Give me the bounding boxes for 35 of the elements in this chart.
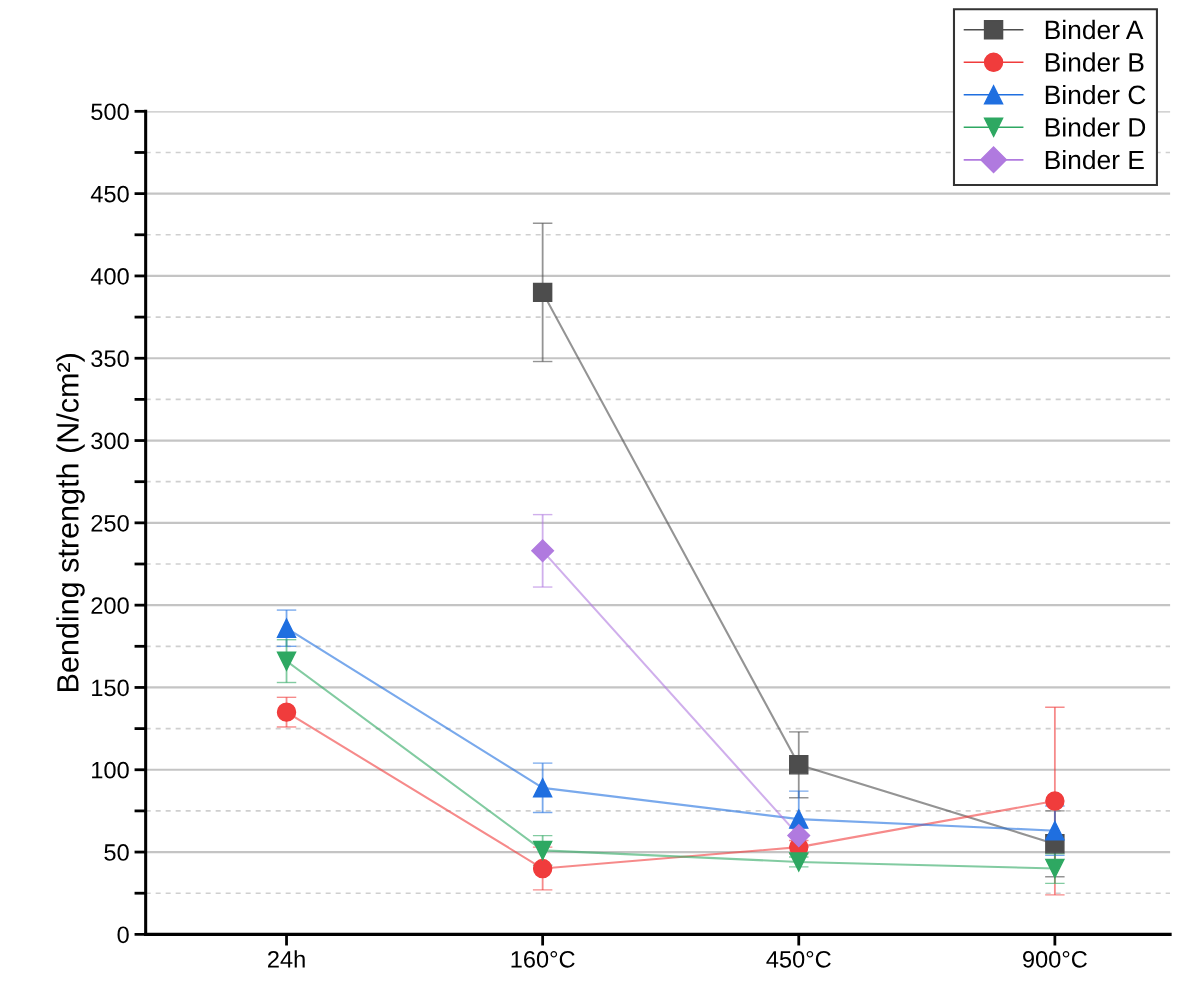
y-axis-title: Bending strength (N/cm²) <box>56 354 85 691</box>
x-tick-label: 450°C <box>766 950 831 968</box>
point <box>789 755 809 775</box>
legend-label: Binder A <box>1045 19 1144 40</box>
point <box>1045 858 1065 879</box>
legend-label: Binder B <box>1045 52 1144 72</box>
point <box>1045 820 1065 841</box>
point <box>531 539 555 563</box>
y-tick-label: 500 <box>91 103 129 121</box>
legend-label: Binder C <box>1045 84 1146 105</box>
legend-label: Binder E <box>1045 149 1144 170</box>
point <box>789 809 809 829</box>
y-tick-label: 100 <box>92 761 129 779</box>
point <box>276 702 297 722</box>
legend-label: Binder D <box>1045 117 1146 137</box>
y-tick-label: 50 <box>104 844 129 861</box>
y-tick-label: 450 <box>90 185 129 203</box>
y-tick-label: 400 <box>90 268 129 285</box>
y-tick-label: 350 <box>91 350 129 368</box>
y-tick-label: 250 <box>91 514 129 532</box>
x-tick-label: 900°C <box>1023 950 1087 968</box>
x-tick-label: 160°C <box>511 950 575 968</box>
y-tick-label: 150 <box>92 679 129 697</box>
point <box>532 840 553 861</box>
point <box>276 651 297 671</box>
point <box>787 824 811 848</box>
y-tick-label: 200 <box>91 597 129 614</box>
y-tick-label: 0 <box>117 926 129 944</box>
point <box>532 282 553 303</box>
point <box>532 858 553 879</box>
point <box>532 778 553 798</box>
point <box>1045 791 1065 811</box>
y-tick-label: 300 <box>91 432 129 450</box>
point <box>276 618 297 638</box>
x-tick-label: 24h <box>268 950 305 968</box>
